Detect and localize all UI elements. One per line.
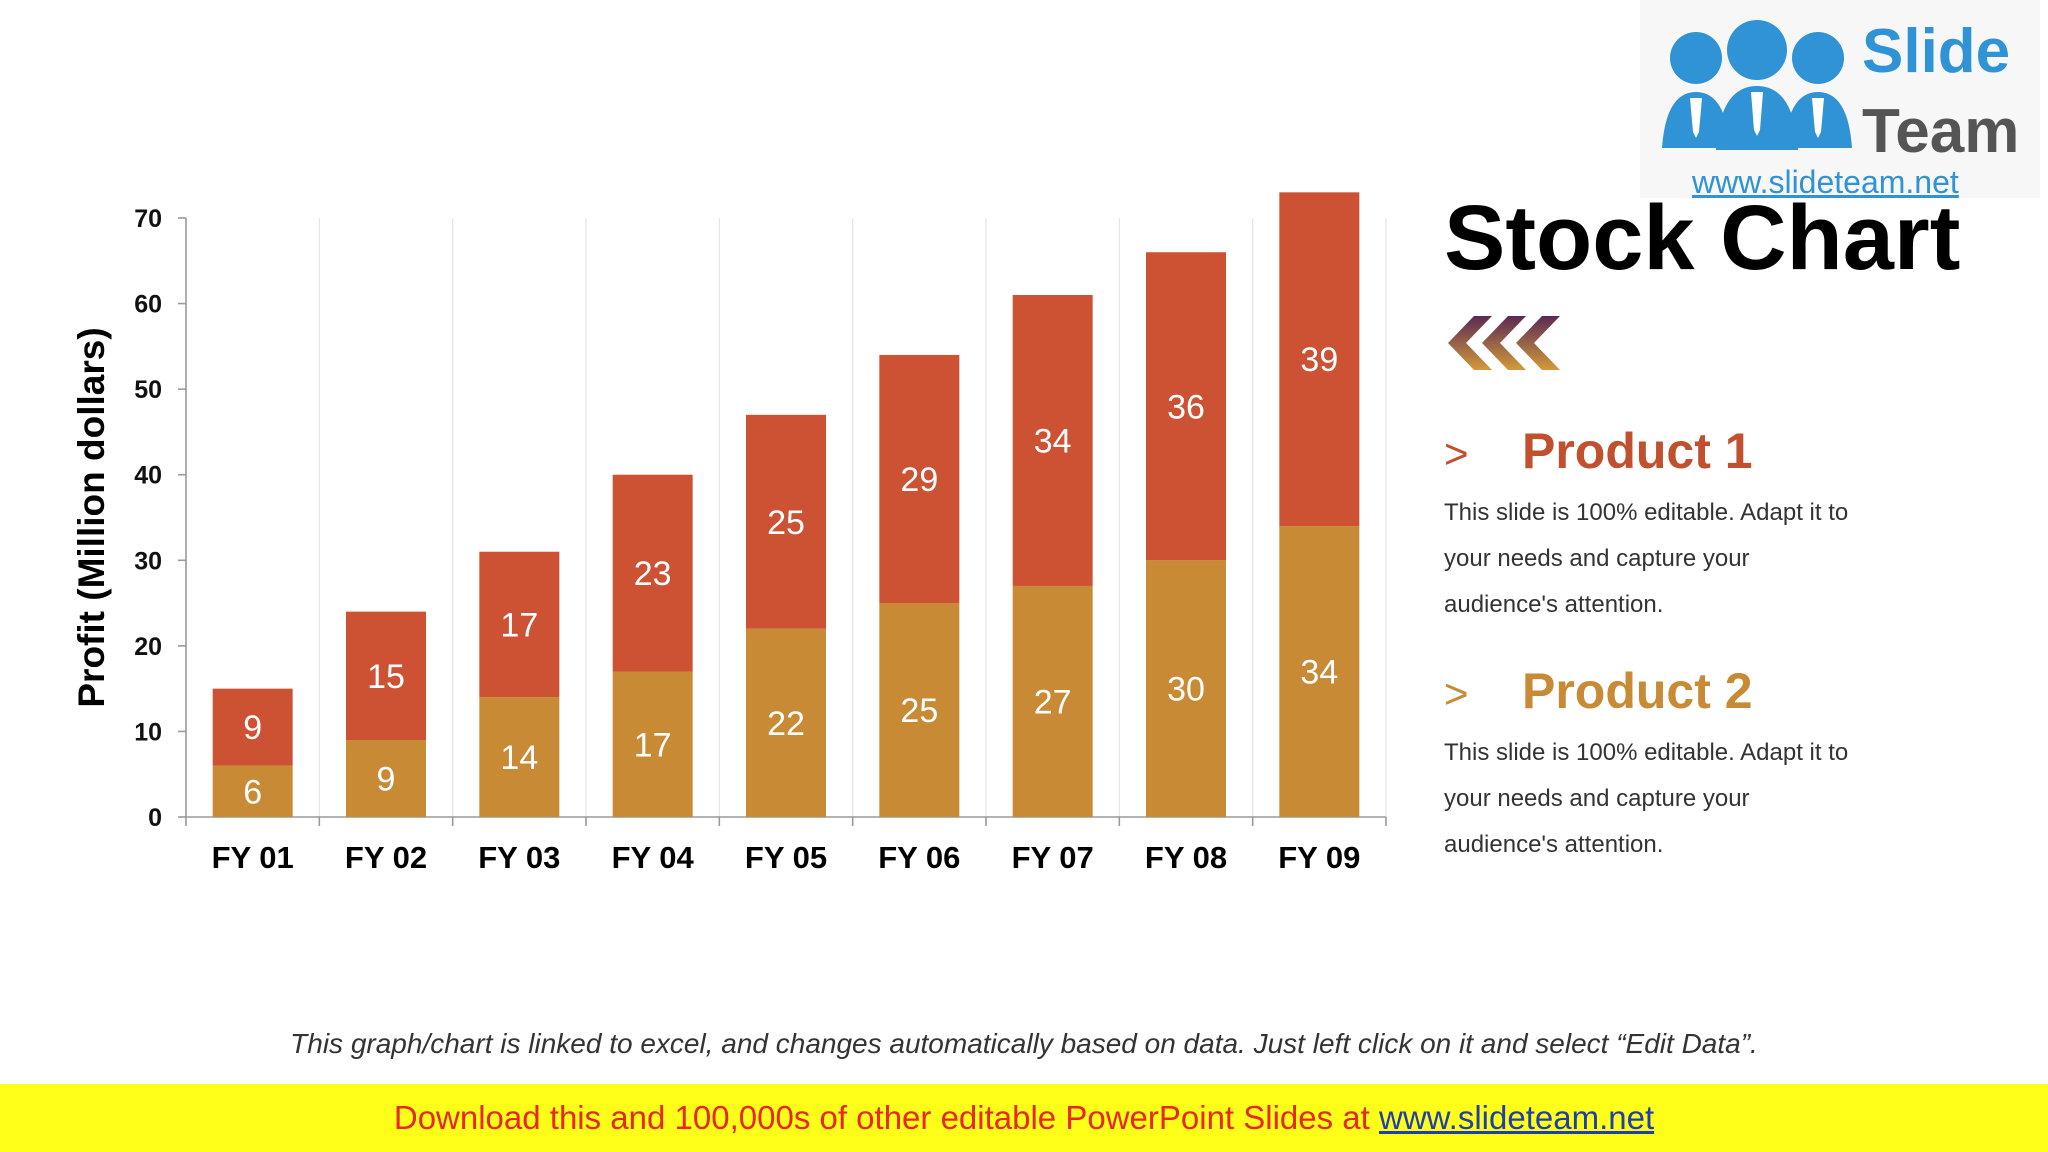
bar-segment-product-2 xyxy=(1012,585,1093,817)
data-label: 22 xyxy=(767,705,805,743)
data-label: 9 xyxy=(377,760,396,798)
x-tick-label: FY 05 xyxy=(745,840,827,875)
data-label: 9 xyxy=(243,709,262,747)
bar-segment-product-1 xyxy=(612,474,693,672)
slideteam-logo[interactable]: Slide Team www.slideteam.net xyxy=(1640,0,2040,200)
y-tick-label: 50 xyxy=(134,376,162,404)
product-2-heading: > Product 2 xyxy=(1444,662,1753,720)
data-label: 29 xyxy=(900,461,938,499)
people-icon xyxy=(1662,20,1852,150)
chevrons-left-icon xyxy=(1448,316,1560,370)
slide-title: Stock Chart xyxy=(1444,187,1961,289)
x-tick-label: FY 09 xyxy=(1278,840,1360,875)
product-1-heading: > Product 1 xyxy=(1444,422,1753,480)
y-tick-label: 60 xyxy=(134,291,162,319)
product-2-name: Product 2 xyxy=(1522,663,1753,719)
product-1-description: This slide is 100% editable. Adapt it to… xyxy=(1444,499,1849,618)
x-tick-label: FY 03 xyxy=(478,840,560,875)
data-label: 23 xyxy=(634,555,672,593)
x-tick-label: FY 07 xyxy=(1012,840,1094,875)
stacked-bar-chart: 0 10 20 30 40 50 60 70 Profit (Million dollars) 6… xyxy=(71,192,1387,875)
product-1-marker: > xyxy=(1444,430,1469,477)
bar-segment-product-1 xyxy=(479,551,560,698)
bar-segment-product-2 xyxy=(479,697,560,817)
bar-segment-product-1 xyxy=(346,611,426,740)
bar-segment-product-2 xyxy=(346,739,426,817)
banner-link[interactable]: www.slideteam.net xyxy=(1379,1099,1655,1136)
bar-segment-product-1 xyxy=(1279,192,1360,527)
bar-segment-product-2 xyxy=(879,603,960,817)
data-label: 14 xyxy=(500,739,538,777)
bar-segment-product-2 xyxy=(746,628,826,817)
y-tick-label: 0 xyxy=(148,804,162,832)
logo-team-word: Team xyxy=(1862,97,2020,166)
bar-segment-product-1 xyxy=(746,414,826,629)
bar-segment-product-1 xyxy=(1012,295,1093,586)
data-label: 27 xyxy=(1034,683,1072,721)
product-1-name: Product 1 xyxy=(1522,423,1753,479)
data-label: 25 xyxy=(900,692,938,730)
edit-data-note: This graph/chart is linked to excel, and… xyxy=(290,1028,1758,1059)
data-label: 34 xyxy=(1300,654,1338,692)
data-label: 17 xyxy=(634,726,672,764)
x-tick-label: FY 08 xyxy=(1145,840,1227,875)
bar-segment-product-2 xyxy=(1146,560,1226,817)
data-label: 17 xyxy=(500,606,538,644)
data-label: 36 xyxy=(1167,388,1205,426)
data-label: 39 xyxy=(1300,341,1338,379)
bar-segment-product-2 xyxy=(212,765,293,817)
bar-segment-product-1 xyxy=(1146,252,1226,561)
data-label: 30 xyxy=(1167,671,1205,709)
bar-segment-product-1 xyxy=(879,354,960,604)
x-tick-label: FY 01 xyxy=(212,840,294,875)
product-2-marker: > xyxy=(1444,670,1469,717)
banner-text: Download this and 100,000s of other edit… xyxy=(393,1099,1379,1136)
data-label: 25 xyxy=(767,504,805,542)
bar-segment-product-1 xyxy=(212,688,293,766)
y-tick-label: 10 xyxy=(134,718,162,746)
logo-slide-word: Slide xyxy=(1862,17,2011,86)
bar-segment-product-2 xyxy=(612,671,693,817)
data-label: 6 xyxy=(243,773,262,811)
y-tick-label: 70 xyxy=(134,205,162,233)
y-tick-label: 30 xyxy=(134,547,162,575)
x-tick-label: FY 02 xyxy=(345,840,427,875)
y-tick-label: 40 xyxy=(134,462,162,490)
bar-segment-product-2 xyxy=(1279,526,1360,817)
x-tick-label: FY 06 xyxy=(878,840,960,875)
logo-url-link[interactable]: www.slideteam.net xyxy=(1692,164,1959,200)
product-2-description: This slide is 100% editable. Adapt it to… xyxy=(1444,739,1849,858)
y-axis-title: Profit (Million dollars) xyxy=(71,327,112,707)
x-tick-label: FY 04 xyxy=(612,840,695,875)
download-banner: Download this and 100,000s of other edit… xyxy=(0,1084,2048,1152)
data-label: 15 xyxy=(367,658,405,696)
y-tick-label: 20 xyxy=(134,633,162,661)
data-label: 34 xyxy=(1034,422,1072,460)
